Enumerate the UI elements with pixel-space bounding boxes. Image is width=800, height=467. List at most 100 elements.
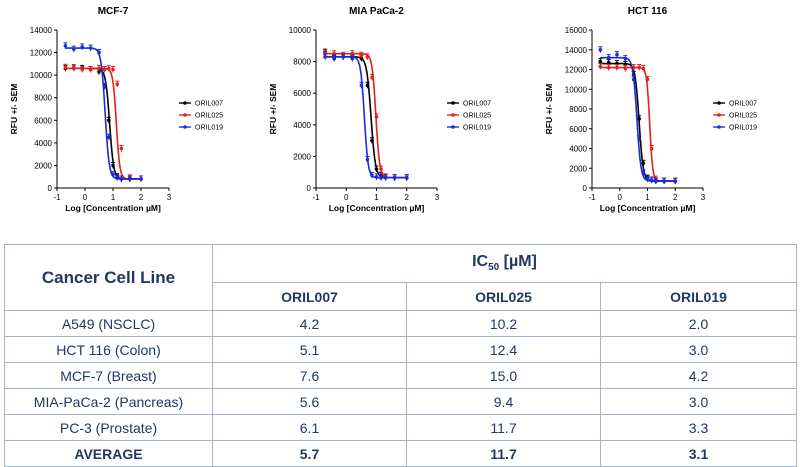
data-point [645, 77, 650, 82]
legend-label: ORIL007 [195, 101, 223, 108]
y-tick-label: 16000 [565, 26, 588, 35]
group-header-main: IC [472, 253, 489, 271]
x-tick-label: -1 [53, 193, 61, 202]
data-point [662, 179, 666, 183]
data-point [654, 179, 658, 183]
series-oril019 [323, 53, 409, 181]
cell-value: 3.3 [599, 414, 798, 441]
y-tick-label: 12000 [565, 66, 588, 75]
data-point [615, 52, 619, 57]
table-row: HCT 116 (Colon) 5.1 12.4 3.0 [4, 336, 798, 363]
data-point [72, 66, 76, 71]
data-point [359, 56, 364, 61]
x-axis-label: Log [Concentration µM] [65, 203, 161, 213]
data-point [97, 50, 101, 55]
data-point [119, 146, 124, 151]
legend-marker [451, 125, 455, 129]
data-point [111, 163, 115, 168]
y-tick-label: 12000 [30, 49, 53, 58]
x-tick-label: 2 [405, 193, 410, 202]
x-tick-label: -1 [588, 193, 596, 202]
y-tick-label: 14000 [565, 46, 588, 55]
data-point [107, 135, 111, 140]
data-point [111, 67, 115, 72]
data-point [637, 136, 641, 141]
table-row: MIA-PaCa-2 (Pancreas) 5.6 9.4 3.0 [4, 388, 798, 415]
legend-marker [183, 101, 187, 105]
legend-label: ORIL019 [463, 125, 491, 132]
data-point [374, 175, 379, 179]
data-point [631, 77, 636, 82]
cell-line: MCF-7 (Breast) [4, 362, 213, 389]
data-point [637, 65, 641, 70]
data-point [107, 66, 111, 71]
data-point [623, 66, 628, 71]
data-point [97, 69, 101, 74]
charts-area: MCF-7 0 2000 4000 6000 8000 10000 12000 14000 -1 0… [0, 0, 800, 225]
y-axis-label: RFU +/- SEM [544, 84, 554, 135]
column-header-oril025: ORIL025 [406, 282, 601, 311]
x-tick-label: 0 [618, 193, 623, 202]
data-point [359, 83, 364, 88]
y-axis-label: RFU +/- SEM [268, 84, 278, 135]
cell-value: 11.7 [406, 414, 601, 441]
y-tick-label: 8000 [34, 94, 52, 103]
y-tick-label: 14000 [30, 26, 53, 35]
data-point [88, 67, 93, 72]
legend-label: ORIL025 [729, 113, 757, 120]
data-point [80, 67, 84, 72]
y-tick-label: 4000 [569, 145, 587, 154]
y-tick-label: 0 [307, 184, 312, 193]
cell-line: PC-3 (Prostate) [4, 414, 213, 441]
cell-value: 3.0 [599, 336, 798, 363]
legend-marker [717, 113, 721, 117]
legend-marker [451, 101, 455, 105]
cell-value: 4.2 [212, 310, 407, 337]
legend-label: ORIL025 [195, 113, 223, 120]
data-point [370, 75, 374, 80]
cell-value: 3.0 [599, 388, 798, 415]
y-axis-label: RFU +/- SEM [9, 84, 19, 135]
table-row: MCF-7 (Breast) 7.6 15.0 4.2 [4, 362, 798, 389]
cell-value: 12.4 [406, 336, 601, 363]
y-tick-label: 6000 [293, 89, 311, 98]
x-axis-label: Log [Concentration µM] [600, 203, 696, 213]
average-value: 11.7 [406, 440, 601, 467]
data-point [598, 47, 603, 52]
cell-value: 10.2 [406, 310, 601, 337]
average-row: AVERAGE 5.7 11.7 3.1 [4, 440, 798, 467]
legend-label: ORIL025 [463, 113, 491, 120]
x-axis-label: Log [Concentration µM] [329, 203, 425, 213]
cell-value: 15.0 [406, 362, 601, 389]
series-oril019 [598, 46, 678, 185]
legend-label: ORIL007 [463, 101, 491, 108]
data-point [615, 65, 619, 70]
data-point [111, 172, 115, 177]
data-point [323, 55, 327, 59]
x-tick-label: -1 [312, 193, 320, 202]
cell-value: 4.2 [599, 362, 798, 389]
group-header-sub: 50 [488, 262, 500, 274]
average-value: 3.1 [599, 440, 798, 467]
data-point [332, 55, 336, 60]
data-point [102, 84, 107, 89]
data-point [365, 157, 370, 162]
y-tick-label: 8000 [293, 58, 311, 67]
data-point [649, 178, 654, 182]
data-point [63, 44, 68, 48]
x-tick-label: 3 [435, 193, 440, 202]
data-point [80, 45, 84, 49]
y-tick-label: 4000 [34, 139, 52, 148]
data-point [365, 55, 370, 59]
x-tick-label: 0 [83, 193, 88, 202]
data-point [359, 53, 364, 58]
data-point [383, 175, 388, 180]
data-point [63, 65, 68, 70]
data-point [623, 56, 628, 61]
legend-marker [451, 113, 455, 117]
data-point [350, 56, 355, 61]
legend-marker [183, 113, 187, 117]
chart-title: HCT 116 [628, 6, 668, 17]
data-point [102, 67, 107, 72]
